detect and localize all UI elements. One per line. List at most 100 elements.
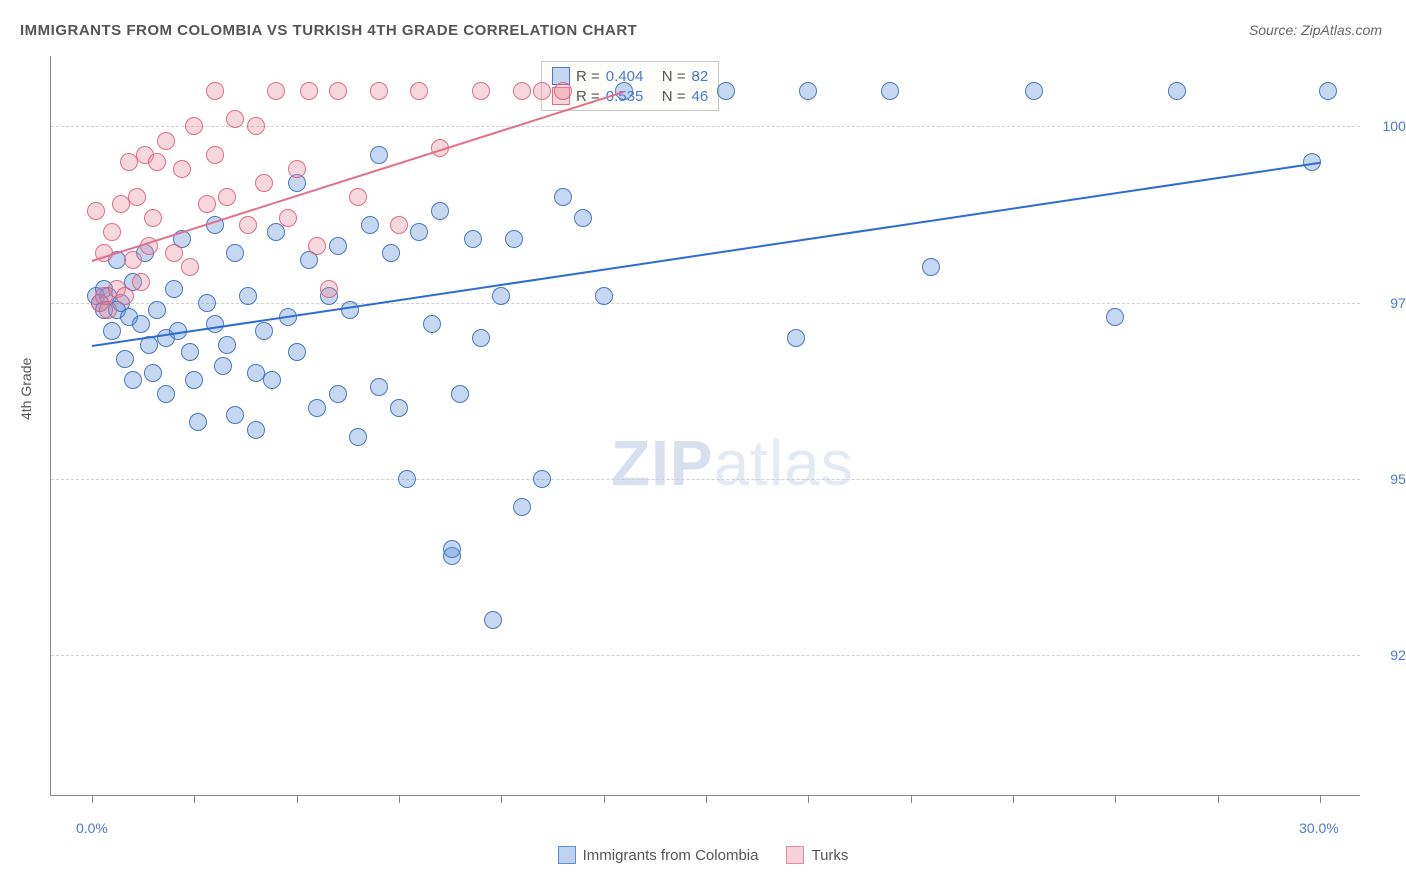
data-point <box>206 315 224 333</box>
data-point <box>484 611 502 629</box>
data-point <box>198 195 216 213</box>
y-tick-label: 92.5% <box>1370 647 1406 663</box>
data-point <box>349 188 367 206</box>
chart-title: IMMIGRANTS FROM COLOMBIA VS TURKISH 4TH … <box>20 22 637 39</box>
x-tick <box>706 795 707 803</box>
legend-n-label: N = <box>662 68 686 85</box>
data-point <box>329 82 347 100</box>
x-max-label: 30.0% <box>1299 820 1339 836</box>
x-tick <box>1115 795 1116 803</box>
data-point <box>410 82 428 100</box>
data-point <box>214 357 232 375</box>
data-point <box>308 399 326 417</box>
data-point <box>132 315 150 333</box>
x-tick <box>1013 795 1014 803</box>
data-point <box>513 82 531 100</box>
data-point <box>206 82 224 100</box>
data-point <box>181 343 199 361</box>
data-point <box>443 540 461 558</box>
data-point <box>144 209 162 227</box>
data-point <box>472 329 490 347</box>
legend-swatch <box>558 846 576 864</box>
data-point <box>206 146 224 164</box>
data-point <box>1319 82 1337 100</box>
data-point <box>157 132 175 150</box>
data-point <box>99 301 117 319</box>
regression-line <box>92 91 625 262</box>
data-point <box>185 117 203 135</box>
data-point <box>120 153 138 171</box>
data-point <box>173 160 191 178</box>
data-point <box>717 82 735 100</box>
scatter-chart: ZIPatlas R =0.404N =82R =0.535N =46 92.5… <box>50 56 1360 796</box>
data-point <box>881 82 899 100</box>
data-point <box>128 188 146 206</box>
x-tick <box>1218 795 1219 803</box>
series-legend: Immigrants from Colombia Turks <box>0 846 1406 864</box>
data-point <box>132 273 150 291</box>
data-point <box>247 421 265 439</box>
data-point <box>1168 82 1186 100</box>
data-point <box>554 188 572 206</box>
data-point <box>341 301 359 319</box>
x-min-label: 0.0% <box>76 820 108 836</box>
data-point <box>464 230 482 248</box>
x-tick <box>808 795 809 803</box>
data-point <box>157 385 175 403</box>
data-point <box>279 209 297 227</box>
data-point <box>308 237 326 255</box>
x-tick <box>194 795 195 803</box>
data-point <box>574 209 592 227</box>
data-point <box>410 223 428 241</box>
x-tick <box>92 795 93 803</box>
gridline <box>51 479 1360 480</box>
data-point <box>361 216 379 234</box>
data-point <box>370 146 388 164</box>
data-point <box>267 223 285 241</box>
data-point <box>112 195 130 213</box>
x-tick <box>501 795 502 803</box>
y-tick-label: 97.5% <box>1370 295 1406 311</box>
data-point <box>247 364 265 382</box>
data-point <box>382 244 400 262</box>
data-point <box>472 82 490 100</box>
data-point <box>1106 308 1124 326</box>
x-tick <box>911 795 912 803</box>
legend-r-value: 0.404 <box>606 68 656 85</box>
legend-r-label: R = <box>576 68 600 85</box>
data-point <box>124 251 142 269</box>
data-point <box>226 244 244 262</box>
data-point <box>185 371 203 389</box>
data-point <box>198 294 216 312</box>
x-tick <box>297 795 298 803</box>
data-point <box>1025 82 1043 100</box>
data-point <box>329 237 347 255</box>
data-point <box>103 322 121 340</box>
series-legend-item: Immigrants from Colombia <box>558 846 759 864</box>
x-tick <box>604 795 605 803</box>
data-point <box>554 82 572 100</box>
data-point <box>116 350 134 368</box>
series-legend-label: Turks <box>811 847 848 864</box>
data-point <box>239 216 257 234</box>
legend-swatch <box>786 846 804 864</box>
data-point <box>431 202 449 220</box>
legend-n-value: 82 <box>692 68 709 85</box>
regression-line <box>92 162 1320 347</box>
data-point <box>116 287 134 305</box>
data-point <box>595 287 613 305</box>
series-legend-label: Immigrants from Colombia <box>583 847 759 864</box>
data-point <box>533 82 551 100</box>
data-point <box>148 301 166 319</box>
data-point <box>267 82 285 100</box>
series-legend-item: Turks <box>786 846 848 864</box>
data-point <box>370 82 388 100</box>
watermark: ZIPatlas <box>611 426 854 500</box>
data-point <box>218 188 236 206</box>
data-point <box>320 280 338 298</box>
data-point <box>189 413 207 431</box>
data-point <box>124 371 142 389</box>
data-point <box>799 82 817 100</box>
legend-row: R = 0.404 N = 82 <box>552 66 708 86</box>
data-point <box>329 385 347 403</box>
